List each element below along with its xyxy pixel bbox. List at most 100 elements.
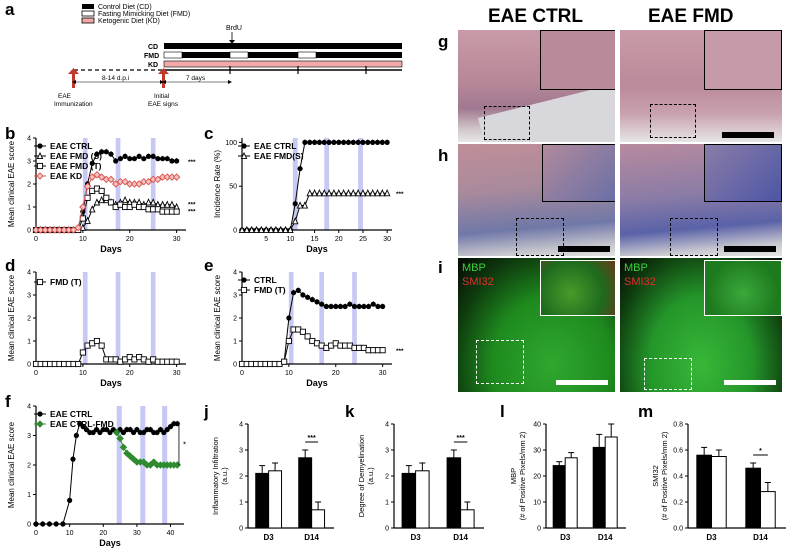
data-point xyxy=(320,189,328,197)
data-point xyxy=(304,333,311,340)
data-point xyxy=(319,301,325,307)
category-label: D14 xyxy=(598,533,613,542)
x-tick-label: 30 xyxy=(173,236,181,243)
panel-label-m: m xyxy=(638,402,654,421)
data-point xyxy=(80,424,86,430)
data-point xyxy=(121,195,129,204)
chart-d: 0 10 20 30 0 1 2 3 4 Days Mean clinical EAE score F… xyxy=(7,270,186,388)
data-point xyxy=(98,195,105,204)
data-point xyxy=(321,139,327,145)
scale-bar xyxy=(558,246,610,252)
data-point xyxy=(305,294,311,300)
panel-label-h: h xyxy=(438,146,449,165)
significance-label: *** xyxy=(188,208,196,215)
smi32-label: SMI32 xyxy=(462,276,494,288)
x-tick-label: 30 xyxy=(379,370,387,377)
significance-label: *** xyxy=(396,191,404,198)
data-point xyxy=(97,429,103,436)
data-point xyxy=(379,347,386,354)
data-point xyxy=(111,180,120,188)
data-point xyxy=(145,153,152,159)
data-point xyxy=(157,427,164,433)
data-point xyxy=(93,198,101,206)
data-point xyxy=(306,189,314,197)
roi-i-ctrl xyxy=(476,340,524,384)
data-point xyxy=(60,521,66,527)
category-label: D14 xyxy=(304,533,319,542)
bar xyxy=(711,456,727,529)
micrograph-h-ctrl xyxy=(458,144,615,256)
significance-label: *** xyxy=(396,348,404,355)
y-tick-label: 0 xyxy=(27,228,31,235)
x-tick-label: 20 xyxy=(335,236,343,243)
initial-signs-label: Initial EAE signs xyxy=(148,93,179,108)
data-point xyxy=(356,303,362,310)
row-fmd: FMD xyxy=(144,53,159,60)
legend-label: EAE CTRL-FMD xyxy=(50,419,114,429)
data-point xyxy=(122,153,128,159)
dpi-label: 8-14 d.p.i xyxy=(102,75,129,82)
data-point xyxy=(90,429,96,436)
x-tick-label: 30 xyxy=(133,530,141,537)
legend-label: EAE CTRL xyxy=(254,141,297,151)
data-point xyxy=(93,171,101,179)
y-tick-label: 3 xyxy=(385,448,389,455)
y-tick-label: 1 xyxy=(27,492,31,499)
bar xyxy=(745,467,762,529)
data-point xyxy=(77,421,83,427)
fmd-cycle-band xyxy=(140,406,146,524)
data-point xyxy=(74,223,82,232)
bar xyxy=(311,509,326,529)
data-point xyxy=(379,139,385,145)
y-tick-label: 2 xyxy=(27,463,31,470)
panel-label-a: a xyxy=(5,0,15,19)
bar xyxy=(552,465,566,529)
series-line xyxy=(36,422,178,525)
x-tick-label: 0 xyxy=(34,370,38,377)
data-point xyxy=(333,303,339,310)
data-point xyxy=(316,139,323,145)
micrograph-i-ctrl: MBP SMI32 xyxy=(458,258,615,392)
y-tick-label: 4 xyxy=(27,136,31,143)
y-tick-label: 1 xyxy=(233,339,237,346)
data-point xyxy=(351,303,358,310)
data-point xyxy=(127,427,133,433)
bar xyxy=(255,472,270,529)
legend-label: EAE FMD (S) xyxy=(50,151,102,161)
data-point xyxy=(99,149,105,155)
category-label: D14 xyxy=(753,533,768,542)
data-point xyxy=(267,225,275,234)
y-tick-label: 2 xyxy=(239,474,243,481)
data-point xyxy=(361,303,367,310)
bar xyxy=(298,457,313,529)
data-point xyxy=(163,200,171,208)
y-tick-label: 0.6 xyxy=(673,448,683,455)
fmd-cycle-band xyxy=(150,272,156,364)
data-point xyxy=(342,303,348,310)
inset-g-ctrl xyxy=(540,30,615,90)
bar xyxy=(592,446,606,529)
y-tick-label: 4 xyxy=(27,404,31,411)
y-axis-label: SMI32 xyxy=(651,465,660,487)
legend-marker xyxy=(36,172,44,180)
x-tick-label: 20 xyxy=(99,530,107,537)
panel-label-l: l xyxy=(500,402,505,421)
data-point xyxy=(141,156,147,162)
data-point xyxy=(349,189,357,197)
data-point xyxy=(173,358,180,365)
x-axis-label: Days xyxy=(100,244,122,254)
y-tick-label: 3 xyxy=(239,448,243,455)
chart-f: 0 10 20 30 40 0 1 2 3 4 Days Mean clinical EAE scor… xyxy=(7,404,186,549)
legend-cd: Control Diet (CD) xyxy=(98,4,152,11)
data-point xyxy=(149,198,157,206)
chart-l: 0 10 20 30 40 MBP (# of Positive Pixels/mm 2) D… xyxy=(509,422,626,542)
chart-j: 0 1 2 3 4 Inflammatory Infiltration (a.u.) D3 D1… xyxy=(211,422,334,542)
chart-c: 5 10 15 20 25 30 0 50 100 Days Incidence Rate (%) E… xyxy=(213,138,404,254)
inset-h-fmd xyxy=(704,144,782,202)
panel-label-e: e xyxy=(204,256,214,275)
legend-marker xyxy=(240,151,248,160)
y-tick-label: 0 xyxy=(537,526,541,533)
fmd-cycle-band xyxy=(115,272,121,364)
data-point xyxy=(328,303,334,310)
y-axis-label: Mean clinical EAE score xyxy=(213,274,222,361)
